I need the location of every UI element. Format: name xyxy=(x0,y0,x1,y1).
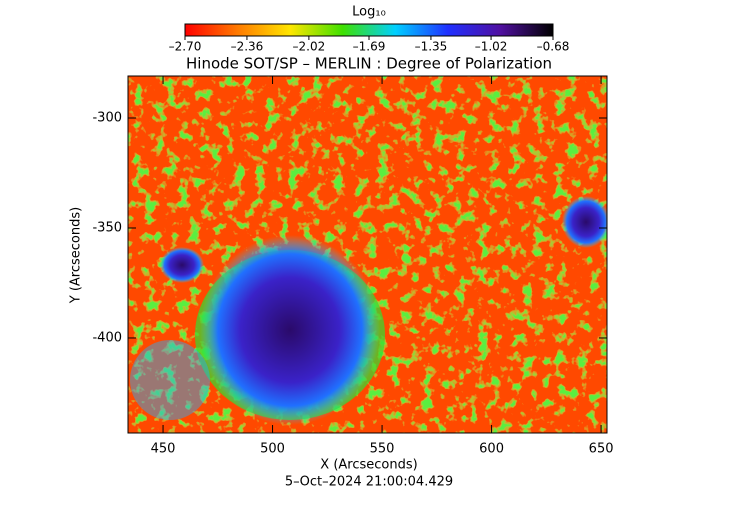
x-tick-label: 450 xyxy=(151,442,176,457)
colorbar-tick-label: –2.36 xyxy=(231,40,264,54)
x-tick-label: 500 xyxy=(260,442,285,457)
plot-frame xyxy=(127,75,608,434)
colorbar-tick-label: –1.35 xyxy=(415,40,448,54)
colorbar-tick-label: –1.02 xyxy=(475,40,508,54)
chart-title: Hinode SOT/SP – MERLIN : Degree of Polar… xyxy=(186,55,552,73)
colorbar-tick-label: –2.02 xyxy=(293,40,326,54)
colorbar-tick-label: –2.70 xyxy=(169,40,202,54)
x-tick-label: 550 xyxy=(370,442,395,457)
x-tick-label: 600 xyxy=(479,442,504,457)
colorbar-label: Log₁₀ xyxy=(352,5,386,20)
image xyxy=(128,76,607,433)
colorbar xyxy=(184,23,554,37)
colorbar-tick-label: –0.68 xyxy=(537,40,570,54)
footer: 5–Oct–2024 21:00:04.429 xyxy=(285,475,453,490)
x-tick-label: 650 xyxy=(589,442,614,457)
y-tick-label: -400 xyxy=(92,330,122,345)
y-axis-label: Y (Arcseconds) xyxy=(69,207,84,304)
x-axis-label: X (Arcseconds) xyxy=(320,458,417,473)
y-tick-label: -300 xyxy=(92,111,122,126)
colorbar-tick-label: –1.69 xyxy=(353,40,386,54)
y-tick-label: -350 xyxy=(92,220,122,235)
